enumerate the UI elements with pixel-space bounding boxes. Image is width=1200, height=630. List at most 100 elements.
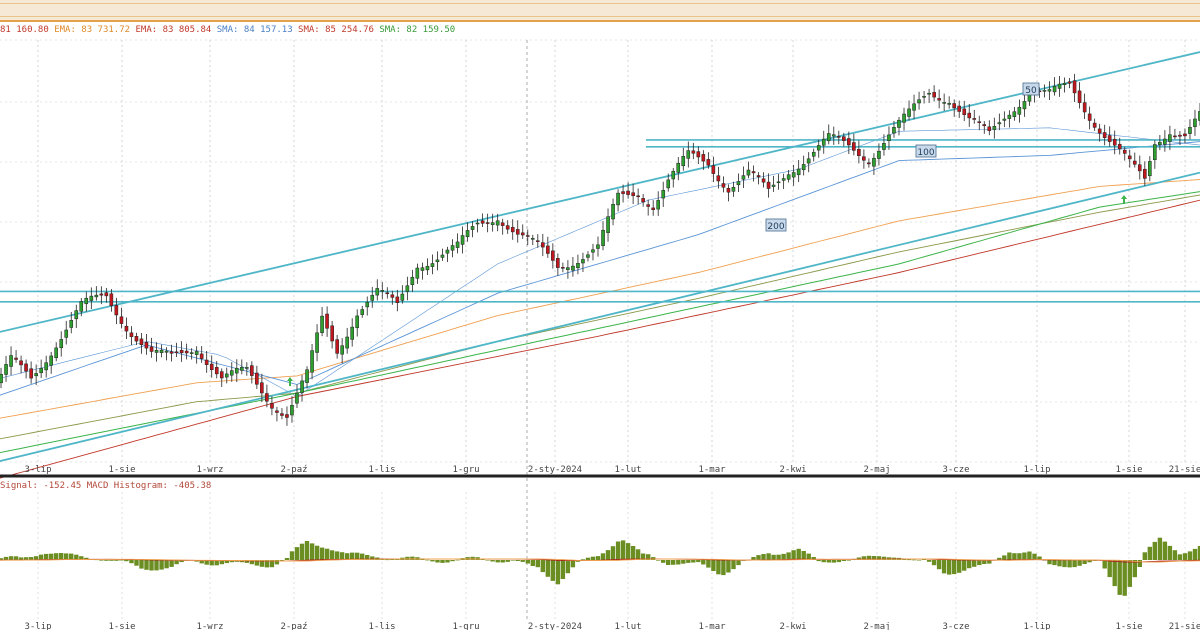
candle-body	[646, 204, 650, 207]
candle-body	[134, 336, 139, 342]
candle-body	[490, 222, 495, 225]
candle-body	[204, 359, 209, 365]
macd-histogram-bar	[339, 552, 345, 560]
macd-histogram-bar	[1027, 551, 1032, 560]
candle-body	[791, 172, 796, 178]
candle-body	[144, 342, 149, 349]
candle-body	[882, 143, 886, 150]
macd-histogram-bar	[972, 560, 977, 567]
candle-body	[495, 220, 500, 226]
macd-histogram-bar	[881, 556, 887, 560]
macd-histogram-bar	[18, 557, 24, 560]
macd-histogram-bar	[841, 560, 846, 561]
candle-body	[1072, 80, 1077, 94]
candle-body	[556, 258, 560, 268]
candle-body	[551, 250, 555, 261]
candle-body	[74, 310, 79, 320]
macd-histogram-bar	[370, 556, 375, 560]
candle-body	[1183, 133, 1187, 137]
candle-body	[741, 175, 746, 180]
candle-body	[320, 315, 324, 333]
candle-body	[701, 154, 706, 162]
candle-body	[952, 103, 956, 109]
macd-histogram-bar	[169, 560, 174, 567]
moving-average-line	[0, 179, 1200, 419]
candle-body	[541, 242, 545, 248]
trend-channel[interactable]	[0, 51, 1200, 462]
macd-histogram-bar	[510, 560, 515, 561]
candle-body	[154, 350, 159, 353]
macd-histogram-bar	[0, 558, 4, 560]
candle-body	[857, 149, 861, 156]
macd-histogram-bar	[1032, 553, 1037, 560]
moving-average-line	[0, 191, 1200, 454]
channel-upper-line	[0, 51, 1200, 333]
macd-histogram-bar	[786, 552, 791, 560]
candle-body	[119, 316, 124, 324]
candle-body	[159, 349, 164, 353]
candle-body	[89, 295, 94, 301]
candle-body	[29, 368, 33, 379]
candle-body	[706, 159, 711, 166]
macd-histogram-bar	[550, 560, 555, 581]
macd-histogram-bar	[600, 553, 606, 560]
macd-histogram-bar	[911, 559, 917, 561]
buy-arrow	[287, 377, 293, 386]
candle-body	[927, 92, 931, 95]
macd-histogram-bar	[485, 559, 490, 561]
legend-item-ema-2: EMA: 83 805.84	[135, 25, 212, 35]
candle-body	[892, 127, 896, 134]
candle-body	[164, 350, 169, 353]
macd-histogram-bar	[520, 560, 525, 562]
candle-body	[972, 118, 977, 120]
macd-histogram-bar	[620, 540, 626, 560]
candle-body	[581, 259, 585, 264]
macd-histogram-bar	[1072, 560, 1077, 568]
macd-histogram-bar	[711, 560, 716, 571]
moving-averages	[0, 127, 1200, 479]
candle-body	[224, 373, 229, 378]
candle-body	[867, 162, 871, 165]
candle-body	[826, 133, 831, 142]
candle-body	[1122, 149, 1127, 154]
x-tick-label: 1-wrz	[196, 465, 223, 475]
candles	[0, 73, 1200, 426]
candle-body	[821, 138, 826, 146]
x-tick-label: 21-sie	[1169, 622, 1200, 630]
candle-body	[1102, 132, 1107, 138]
macd-histogram-bar	[254, 560, 260, 566]
macd-histogram-bar	[3, 556, 9, 560]
macd-histogram-bar	[635, 549, 641, 560]
macd-histogram-bar	[967, 560, 972, 569]
macd-histogram-bar	[962, 560, 967, 571]
candle-body	[290, 405, 294, 416]
candle-body	[776, 181, 781, 184]
candle-body	[566, 267, 570, 270]
macd-histogram-bar	[570, 560, 576, 568]
candle-body	[736, 181, 741, 186]
legend-item-ema-1: EMA: 83 731.72	[54, 25, 131, 35]
candle-body	[1188, 127, 1192, 134]
candle-body	[1047, 89, 1052, 92]
candle-body	[325, 313, 329, 329]
candle-body	[691, 150, 696, 154]
macd-histogram-bar	[49, 553, 54, 560]
macd-histogram-bar	[229, 560, 234, 563]
candle-body	[530, 238, 535, 240]
macd-histogram-bar	[515, 560, 520, 561]
candle-body	[887, 134, 891, 141]
macd-histogram-bar	[360, 553, 365, 560]
macd-histogram-bar	[1127, 560, 1132, 587]
candle-body	[49, 355, 53, 366]
macd-histogram-bar	[74, 554, 79, 560]
macd-x-axis: 3-lip 1-sie 1-wrz 2-paź 1-lis 1-gru 2-sty-2024…	[24, 622, 1200, 630]
candle-body	[616, 192, 620, 206]
x-tick-label: 3-lip	[24, 465, 51, 475]
macd-histogram-bar	[866, 555, 872, 560]
x-tick-label: 1-sie	[108, 622, 135, 630]
candle-body	[300, 380, 304, 393]
macd-histogram-bar	[540, 560, 545, 573]
macd-histogram-bar	[430, 560, 435, 562]
